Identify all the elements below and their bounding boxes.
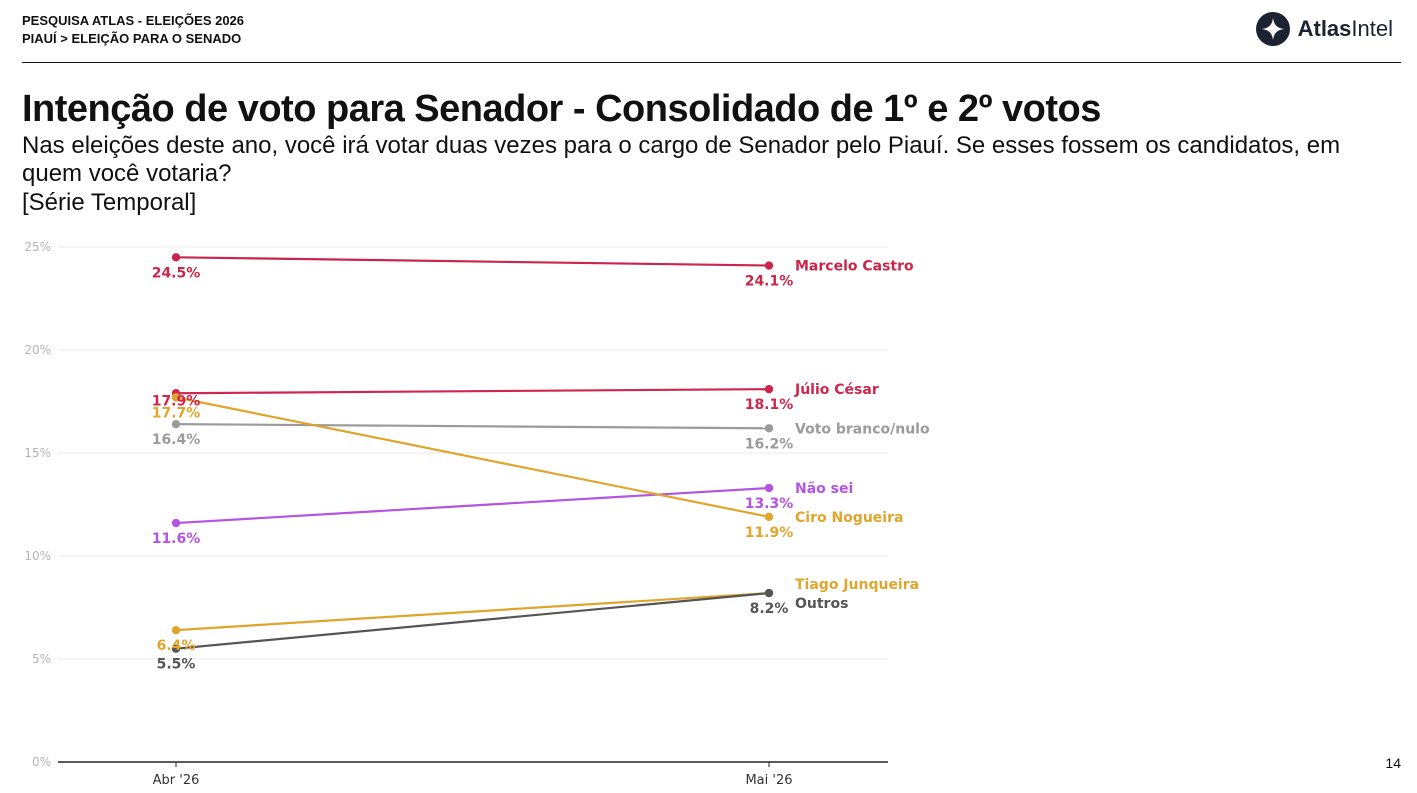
series-line bbox=[175, 591, 770, 650]
y-tick-label: 20% bbox=[24, 343, 51, 357]
data-point bbox=[764, 588, 774, 598]
report-header: PESQUISA ATLAS - ELEIÇÕES 2026 PIAUÍ > E… bbox=[22, 12, 244, 48]
y-tick-label: 10% bbox=[24, 549, 51, 563]
x-tick-label: Abr '26 bbox=[153, 773, 200, 788]
series-name-label: Tiago Junqueira bbox=[795, 577, 919, 593]
data-label: 18.1% bbox=[745, 397, 794, 413]
series-line bbox=[175, 256, 770, 267]
series-line bbox=[175, 486, 770, 525]
data-label: 17.7% bbox=[152, 405, 201, 421]
series-name-label: Outros bbox=[795, 596, 848, 612]
data-label: 11.6% bbox=[152, 531, 201, 547]
series-note: [Série Temporal] bbox=[22, 189, 197, 216]
y-tick-label: 15% bbox=[24, 446, 51, 460]
data-label: 6.4% bbox=[157, 638, 196, 654]
series-name-label: Não sei bbox=[795, 481, 853, 497]
series-name-label: Marcelo Castro bbox=[795, 259, 914, 275]
data-label: 24.1% bbox=[745, 274, 794, 290]
page-number: 14 bbox=[1385, 755, 1401, 771]
data-label: 5.5% bbox=[157, 657, 196, 673]
report-header-line2: PIAUÍ > ELEIÇÃO PARA O SENADO bbox=[22, 31, 242, 46]
data-label: 17.9% bbox=[152, 393, 201, 409]
atlasintel-logo-icon bbox=[1255, 12, 1290, 46]
y-tick-label: 0% bbox=[32, 755, 51, 769]
data-label: 8.2% bbox=[750, 601, 789, 617]
data-label: 13.3% bbox=[745, 496, 794, 512]
data-label: 24.5% bbox=[152, 265, 201, 281]
data-point bbox=[171, 625, 181, 635]
data-point bbox=[171, 419, 181, 429]
series-name-label: Voto branco/nulo bbox=[795, 421, 930, 437]
report-header-line1: PESQUISA ATLAS - ELEIÇÕES 2026 bbox=[22, 13, 245, 28]
series-name-label: Ciro Nogueira bbox=[795, 510, 903, 526]
header-divider bbox=[22, 62, 1401, 63]
question-text: Nas eleições deste ano, você irá votar d… bbox=[22, 132, 1341, 187]
data-point bbox=[171, 393, 181, 402]
data-point bbox=[764, 512, 774, 522]
data-point bbox=[171, 644, 181, 653]
series-line bbox=[175, 388, 770, 395]
data-point bbox=[171, 518, 181, 528]
series-line bbox=[175, 396, 770, 518]
data-label: 11.9% bbox=[745, 525, 794, 541]
data-point bbox=[764, 261, 774, 270]
data-point bbox=[764, 483, 774, 493]
data-label: 16.2% bbox=[745, 436, 794, 452]
logo-text: AtlasIntel bbox=[1297, 16, 1393, 41]
y-tick-label: 5% bbox=[32, 652, 51, 666]
series-name-label: Júlio César bbox=[794, 382, 879, 398]
series-line bbox=[175, 423, 770, 430]
data-label: 16.4% bbox=[152, 432, 201, 448]
data-point bbox=[764, 384, 774, 394]
x-tick-label: Mai '26 bbox=[745, 773, 792, 788]
atlasintel-logo: AtlasIntel bbox=[1255, 12, 1393, 46]
page-title: Intenção de voto para Senador - Consolid… bbox=[22, 88, 1101, 130]
data-point bbox=[764, 424, 774, 433]
y-tick-label: 25% bbox=[24, 240, 51, 254]
series-line bbox=[175, 591, 770, 632]
data-point bbox=[171, 253, 181, 262]
